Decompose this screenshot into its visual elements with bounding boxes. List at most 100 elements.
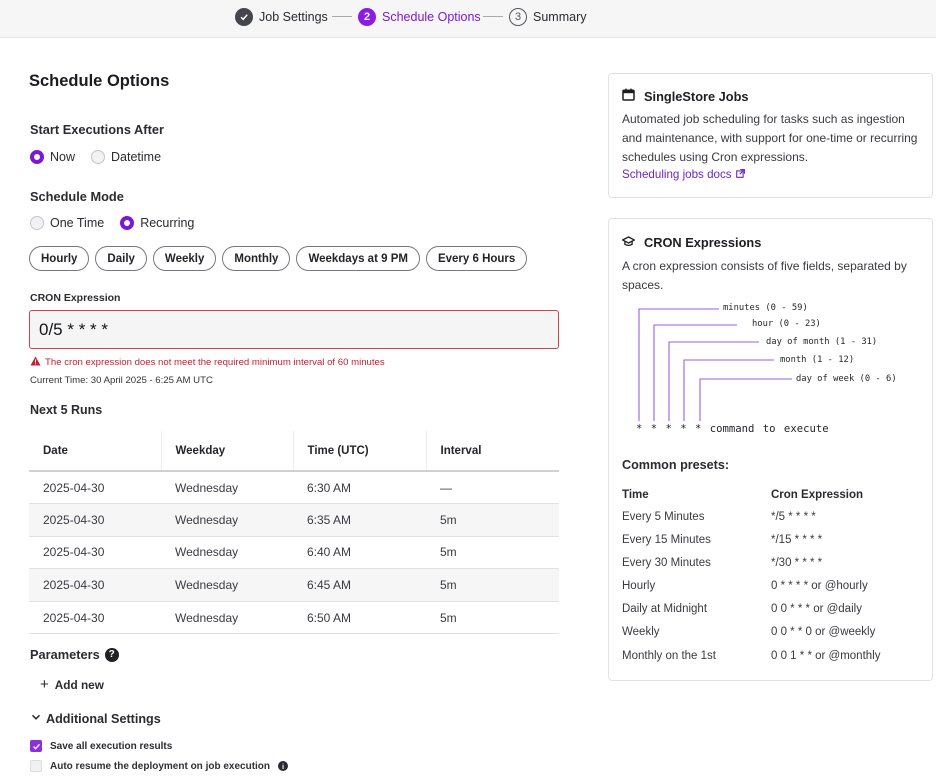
check-icon <box>235 8 253 26</box>
preset-weekdays-9pm-button[interactable]: Weekdays at 9 PM <box>296 246 420 271</box>
run-weekday: Wednesday <box>161 536 293 570</box>
plus-icon: + <box>40 676 49 693</box>
radio-now-label[interactable]: Now <box>50 150 76 164</box>
additional-settings-label: Additional Settings <box>46 711 161 726</box>
question-icon[interactable]: ? <box>104 647 119 662</box>
table-row: 2025-04-30 Wednesday 6:50 AM 5m <box>29 601 559 635</box>
preset-monthly-button[interactable]: Monthly <box>222 246 291 271</box>
schedule-mode-label: Schedule Mode <box>30 189 124 204</box>
preset-pills: Hourly Daily Weekly Monthly Weekdays at … <box>29 246 528 271</box>
step-summary[interactable]: 3 Summary <box>509 7 586 27</box>
step-label: Schedule Options <box>382 10 481 24</box>
radio-one-time-label[interactable]: One Time <box>50 216 105 230</box>
scheduling-docs-link[interactable]: Scheduling jobs docs <box>622 168 745 181</box>
auto-resume-checkbox[interactable] <box>30 760 42 772</box>
run-interval: 5m <box>426 601 559 635</box>
preset-daily-button[interactable]: Daily <box>95 246 147 271</box>
run-interval: 5m <box>426 536 559 570</box>
preset-hourly-button[interactable]: Hourly <box>29 246 90 271</box>
add-new-label: Add new <box>54 677 104 692</box>
step-job-settings[interactable]: Job Settings <box>235 7 328 27</box>
step-number: 2 <box>358 8 376 26</box>
preset-cron: */5 * * * * <box>771 511 816 523</box>
preset-cron: 0 * * * * or @hourly <box>771 580 868 592</box>
auto-resume-label: Auto resume the deployment on job execut… <box>50 760 271 772</box>
cron-card-title: CRON Expressions <box>621 235 762 250</box>
common-presets-title: Common presets: <box>622 458 730 472</box>
cron-field-hour: hour (0 - 23) <box>752 319 821 329</box>
run-weekday: Wednesday <box>161 568 293 602</box>
step-label: Job Settings <box>259 10 328 24</box>
radio-recurring[interactable] <box>120 216 135 230</box>
run-interval: 5m <box>426 503 559 537</box>
radio-one-time[interactable] <box>30 216 44 230</box>
cron-field-day-of-month: day of month (1 - 31) <box>766 337 878 347</box>
info-icon[interactable]: i <box>278 761 289 771</box>
cron-field-diagram <box>638 308 792 421</box>
preset-time: Every 15 Minutes <box>622 534 711 546</box>
save-results-option[interactable]: Save all execution results <box>30 740 172 752</box>
preset-time: Monthly on the 1st <box>622 650 716 662</box>
presets-column-time: Time <box>622 489 649 501</box>
step-schedule-options[interactable]: 2 Schedule Options <box>358 7 481 27</box>
warning-icon <box>30 356 41 369</box>
radio-recurring-label[interactable]: Recurring <box>140 216 195 230</box>
preset-time: Every 30 Minutes <box>622 557 711 569</box>
run-weekday: Wednesday <box>161 503 293 537</box>
cron-expression-input[interactable] <box>29 310 559 349</box>
run-time: 6:30 AM <box>293 471 426 505</box>
column-header-interval: Interval <box>425 431 559 472</box>
run-time: 6:35 AM <box>293 503 426 537</box>
radio-now[interactable] <box>30 150 44 164</box>
external-link-icon <box>735 168 745 181</box>
run-time: 6:45 AM <box>293 568 426 602</box>
page-title: Schedule Options <box>29 72 170 90</box>
run-weekday: Wednesday <box>161 471 293 505</box>
run-date: 2025-04-30 <box>29 536 161 570</box>
table-row: 2025-04-30 Wednesday 6:45 AM 5m <box>29 568 559 602</box>
run-interval: — <box>426 471 559 505</box>
table-row: 2025-04-30 Wednesday 6:30 AM — <box>29 471 559 505</box>
scheduling-docs-link-text: Scheduling jobs docs <box>622 168 732 181</box>
jobs-card-description: Automated job scheduling for tasks such … <box>622 112 918 164</box>
save-results-checkbox[interactable] <box>30 740 42 752</box>
step-label: Summary <box>533 10 587 24</box>
cron-field-minutes: minutes (0 - 59) <box>723 303 808 313</box>
preset-time: Every 5 Minutes <box>622 511 705 523</box>
radio-datetime[interactable] <box>91 150 106 164</box>
cron-command-line: * * * * * command to execute <box>636 423 829 435</box>
run-weekday: Wednesday <box>161 601 293 635</box>
step-connector <box>332 16 352 17</box>
cron-expressions-card: CRON Expressions A cron expression consi… <box>608 218 933 681</box>
column-header-time: Time (UTC) <box>292 431 426 472</box>
preset-cron: 0 0 * * * or @daily <box>771 603 862 615</box>
cron-field-day-of-week: day of week (0 - 6) <box>796 374 897 384</box>
additional-settings-toggle[interactable]: Additional Settings <box>30 711 161 726</box>
radio-datetime-label[interactable]: Datetime <box>111 150 162 164</box>
cron-error-text: The cron expression does not meet the re… <box>45 357 385 368</box>
jobs-card-title-text: SingleStore Jobs <box>644 88 749 104</box>
table-row: 2025-04-30 Wednesday 6:40 AM 5m <box>29 536 559 570</box>
start-after-radio-group: Now Datetime <box>30 150 161 164</box>
preset-weekly-button[interactable]: Weekly <box>152 246 217 271</box>
preset-cron: 0 0 * * 0 or @weekly <box>771 626 876 638</box>
run-interval: 5m <box>426 568 559 602</box>
singlestore-jobs-card: SingleStore Jobs Automated job schedulin… <box>608 73 933 198</box>
run-date: 2025-04-30 <box>29 471 161 505</box>
cron-field-month: month (1 - 12) <box>780 355 855 365</box>
add-parameter-button[interactable]: + Add new <box>40 676 104 693</box>
run-date: 2025-04-30 <box>29 601 161 635</box>
presets-column-cron: Cron Expression <box>771 489 864 501</box>
save-results-label: Save all execution results <box>50 740 173 752</box>
jobs-card-title: SingleStore Jobs <box>622 88 749 104</box>
run-date: 2025-04-30 <box>29 503 161 537</box>
graduation-cap-icon <box>621 235 636 250</box>
cron-card-title-text: CRON Expressions <box>644 235 762 250</box>
table-header-row: Date Weekday Time (UTC) Interval <box>29 431 559 472</box>
preset-time: Daily at Midnight <box>622 603 708 615</box>
auto-resume-option[interactable]: Auto resume the deployment on job execut… <box>30 760 289 772</box>
calendar-icon <box>622 88 635 104</box>
run-time: 6:40 AM <box>293 536 426 570</box>
preset-time: Weekly <box>622 626 660 638</box>
preset-every-6-hours-button[interactable]: Every 6 Hours <box>425 246 528 271</box>
